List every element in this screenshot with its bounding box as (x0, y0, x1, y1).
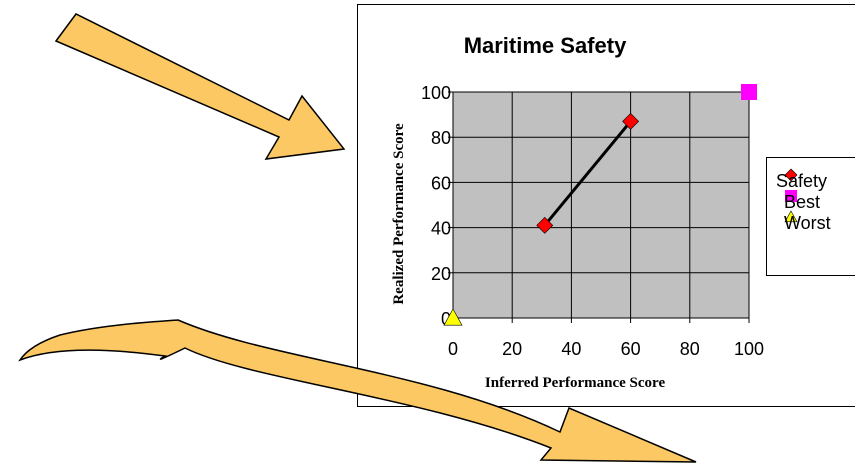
x-axis-label: Inferred Performance Score (485, 375, 666, 391)
y-tick-label: 20 (431, 264, 451, 284)
y-tick-label: 100 (421, 83, 451, 103)
worst-legend-marker (784, 210, 798, 223)
safety-legend-marker (784, 168, 798, 182)
x-tick-label: 40 (561, 339, 581, 359)
legend-box (766, 157, 855, 276)
safety-point (536, 216, 554, 234)
x-tick-label: 0 (448, 339, 458, 359)
best-point (741, 84, 757, 100)
curved-arrow-shape (18, 319, 697, 463)
plot-background (452, 91, 750, 319)
y-tick-label: 0 (441, 309, 451, 329)
chart-title: Maritime Safety (464, 33, 627, 58)
best-legend-marker (785, 190, 797, 202)
x-tick-label: 80 (680, 339, 700, 359)
safety-point (622, 112, 640, 130)
safety-legend-label: Safety (776, 171, 827, 191)
x-tick-label: 20 (502, 339, 522, 359)
plot-area: 0 20 40 60 80 100 0 20 40 60 80 100 (421, 83, 764, 359)
worst-legend-label: Worst (784, 213, 831, 233)
safety-series-line (543, 120, 632, 227)
pointer-arrow-shape (54, 13, 346, 160)
best-legend-label: Best (784, 192, 820, 212)
x-tick-label: 100 (734, 339, 764, 359)
x-tick-label: 60 (621, 339, 641, 359)
y-axis-label: Realized Performance Score (391, 123, 407, 305)
y-tick-label: 60 (431, 173, 451, 193)
y-tick-label: 40 (431, 219, 451, 239)
y-tick-label: 80 (431, 128, 451, 148)
worst-point (443, 308, 463, 326)
